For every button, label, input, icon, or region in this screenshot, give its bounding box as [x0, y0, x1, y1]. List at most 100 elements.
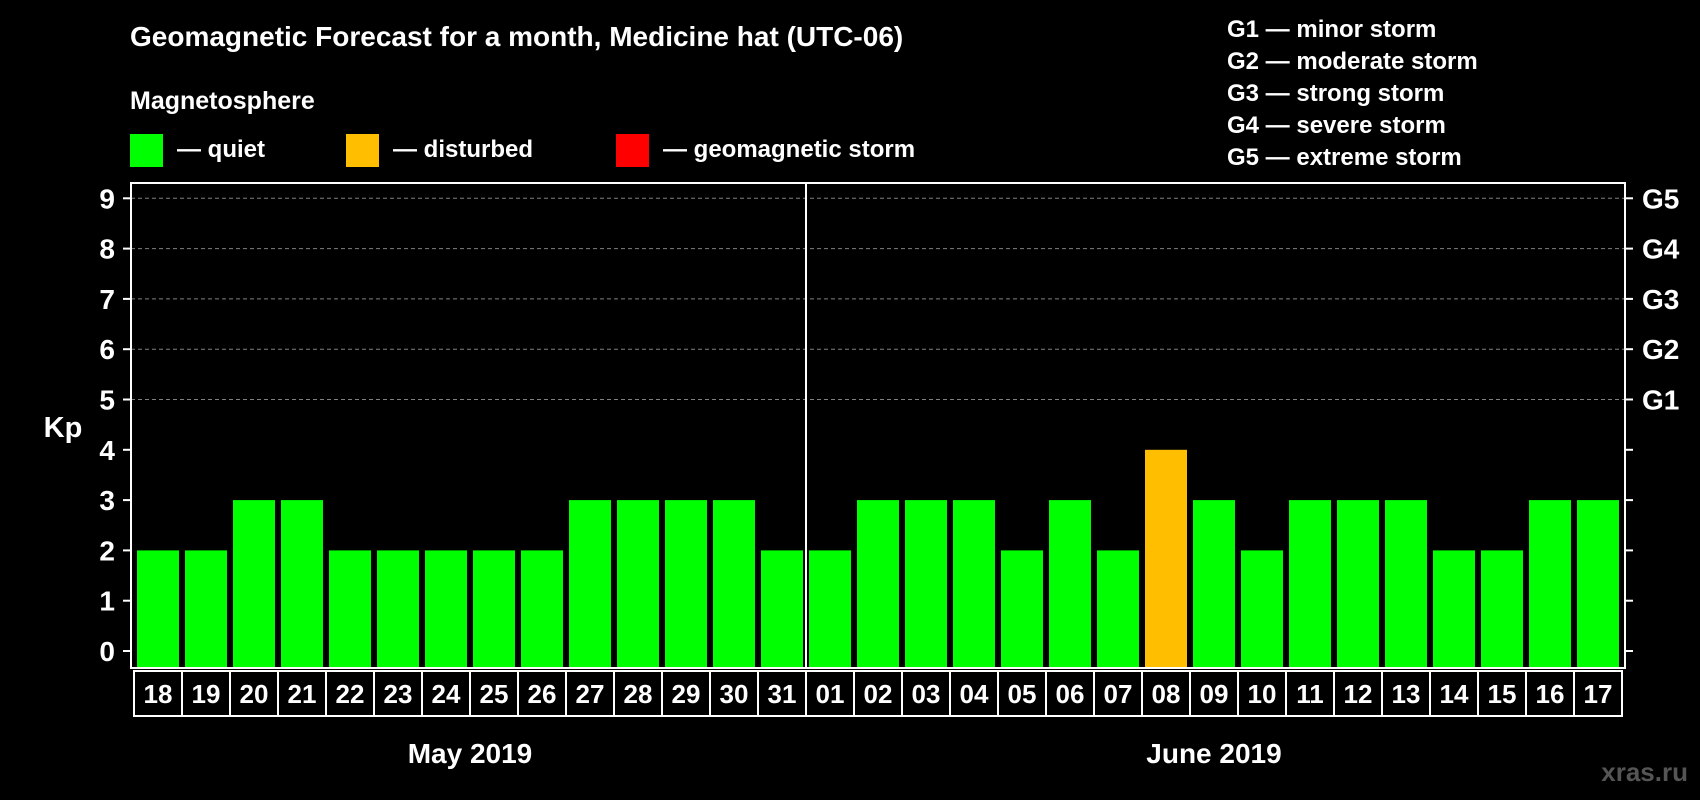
chart-subtitle: Magnetosphere — [130, 87, 315, 115]
storm-scale-g4: G4 — severe storm — [1227, 112, 1446, 139]
legend-swatch-disturbed — [346, 134, 379, 167]
bar-day-27 — [569, 500, 611, 667]
bar-day-08 — [1145, 449, 1187, 667]
bar-day-26 — [521, 550, 563, 667]
x-tick-label: 05 — [1008, 679, 1037, 709]
bar-day-24 — [425, 550, 467, 667]
x-tick-label: 13 — [1392, 679, 1421, 709]
y-tick-label: 3 — [99, 485, 115, 516]
legend-swatch-quiet — [130, 134, 163, 167]
bar-day-29 — [665, 500, 707, 667]
storm-scale-g3: G3 — strong storm — [1227, 80, 1444, 107]
y-tick-label: 4 — [99, 435, 115, 466]
storm-scale-g1: G1 — minor storm — [1227, 16, 1436, 43]
y-tick-label: 6 — [99, 334, 115, 365]
bar-day-31 — [761, 550, 803, 667]
storm-level-axis: G1 G2 G3 G4 G5 — [1642, 183, 1680, 415]
bar-day-23 — [377, 550, 419, 667]
x-tick-label: 16 — [1536, 679, 1565, 709]
x-tick-label: 25 — [480, 679, 509, 709]
legend-swatch-storm — [616, 134, 649, 167]
y-tick-label: 5 — [99, 385, 115, 416]
y-tick-label: 7 — [99, 284, 115, 315]
x-tick-label: 26 — [528, 679, 557, 709]
x-tick-label: 21 — [288, 679, 317, 709]
storm-scale-g2: G2 — moderate storm — [1227, 48, 1478, 75]
x-tick-label: 28 — [624, 679, 653, 709]
bar-day-02 — [857, 500, 899, 667]
x-tick-label: 24 — [432, 679, 461, 709]
x-tick-label: 11 — [1296, 679, 1324, 709]
x-tick-label: 03 — [912, 679, 941, 709]
x-tick-label: 01 — [816, 679, 845, 709]
bar-day-14 — [1433, 550, 1475, 667]
bar-day-20 — [233, 500, 275, 667]
x-tick-label: 04 — [960, 679, 989, 709]
x-tick-label: 22 — [336, 679, 365, 709]
color-legend: — quiet — disturbed — geomagnetic storm — [130, 134, 915, 167]
x-tick-label: 15 — [1488, 679, 1517, 709]
month-label: May 2019 — [408, 738, 533, 769]
x-tick-label: 20 — [240, 679, 269, 709]
bar-day-13 — [1385, 500, 1427, 667]
day-cell — [1573, 670, 1623, 717]
y-axis-label: Kp — [44, 412, 83, 444]
storm-scale-g5: G5 — extreme storm — [1227, 144, 1462, 171]
bar-day-11 — [1289, 500, 1331, 667]
y-tick-label: 1 — [99, 586, 115, 617]
month-labels: May 2019 June 2019 — [408, 738, 1282, 769]
y-tick-label: 8 — [99, 234, 115, 265]
x-tick-label: 29 — [672, 679, 701, 709]
x-tick-label: 30 — [720, 679, 749, 709]
x-tick-label: 08 — [1152, 679, 1181, 709]
bar-day-19 — [185, 550, 227, 667]
legend-label-quiet: — quiet — [177, 136, 265, 163]
bar-day-30 — [713, 500, 755, 667]
plot-frame — [130, 182, 1626, 669]
x-tick-label: 18 — [144, 679, 173, 709]
y-tick-label: 2 — [99, 535, 115, 566]
storm-level-label: G5 — [1642, 183, 1679, 214]
y-tick-label: 9 — [99, 183, 115, 214]
bar-day-09 — [1193, 500, 1235, 667]
month-label: June 2019 — [1146, 738, 1281, 769]
bar-day-06 — [1049, 500, 1091, 667]
chart-title: Geomagnetic Forecast for a month, Medici… — [130, 21, 903, 52]
x-tick-label: 27 — [576, 679, 605, 709]
storm-level-label: G4 — [1642, 234, 1680, 265]
bar-day-01 — [809, 550, 851, 667]
x-tick-label: 02 — [864, 679, 893, 709]
storm-level-label: G1 — [1642, 385, 1679, 416]
bars — [137, 449, 1619, 667]
storm-level-label: G2 — [1642, 334, 1679, 365]
bar-day-22 — [329, 550, 371, 667]
bar-day-25 — [473, 550, 515, 667]
bar-day-15 — [1481, 550, 1523, 667]
y-tick-label: 0 — [99, 636, 115, 667]
x-tick-label: 17 — [1584, 679, 1613, 709]
x-tick-label: 23 — [384, 679, 413, 709]
bar-day-03 — [905, 500, 947, 667]
y-axis-ticks: 0 1 2 3 4 5 6 7 8 9 — [99, 183, 1633, 667]
grid-lines — [131, 197, 1625, 400]
x-tick-label: 10 — [1248, 679, 1277, 709]
bar-day-07 — [1097, 550, 1139, 667]
watermark: xras.ru — [1601, 757, 1688, 787]
bar-day-04 — [953, 500, 995, 667]
day-labels-row: 18 19 20 21 22 23 24 25 26 27 28 29 30 31 01 02 03 04 05 06… — [133, 670, 1623, 717]
x-tick-label: 19 — [192, 679, 221, 709]
bar-day-05 — [1001, 550, 1043, 667]
bar-day-16 — [1529, 500, 1571, 667]
bar-day-28 — [617, 500, 659, 667]
x-tick-label: 12 — [1344, 679, 1373, 709]
legend-label-disturbed: — disturbed — [393, 136, 533, 163]
x-tick-label: 09 — [1200, 679, 1229, 709]
x-tick-label: 07 — [1104, 679, 1133, 709]
bar-day-17 — [1577, 500, 1619, 667]
x-tick-label: 31 — [768, 679, 797, 709]
storm-level-label: G3 — [1642, 284, 1679, 315]
bar-day-10 — [1241, 550, 1283, 667]
storm-scale-legend: G1 — minor storm G2 — moderate storm G3 … — [1227, 16, 1478, 171]
x-tick-label: 14 — [1440, 679, 1469, 709]
